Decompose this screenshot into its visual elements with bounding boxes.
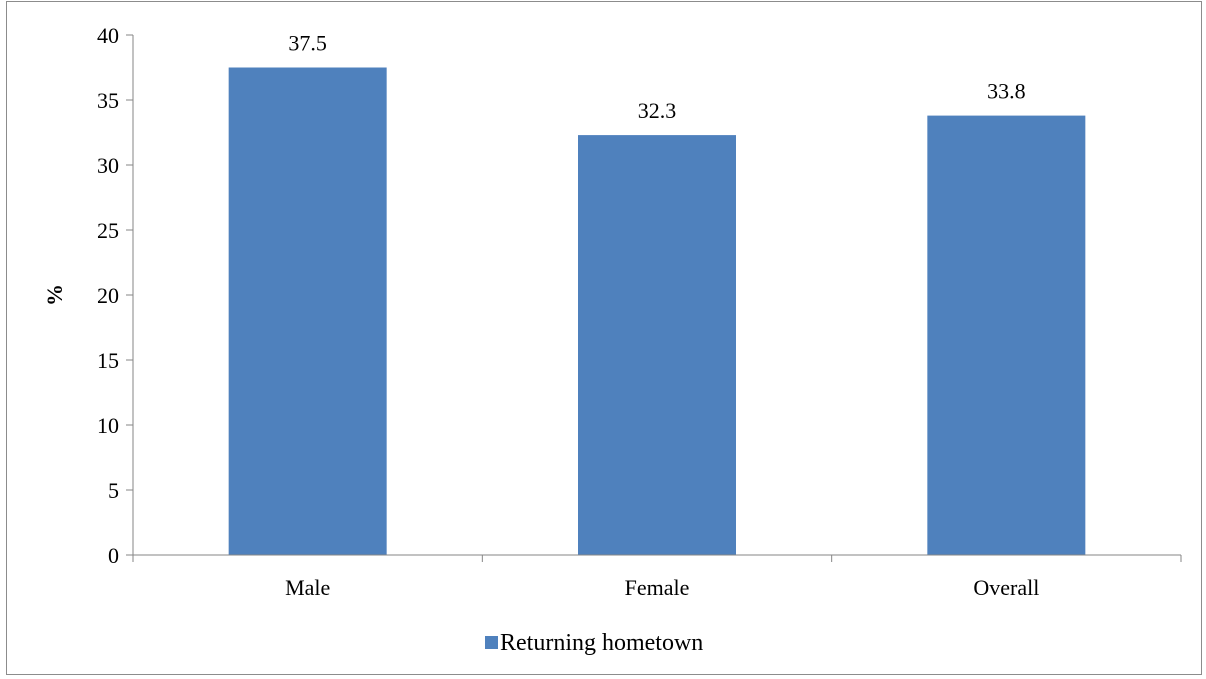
y-tick-label: 35 — [97, 88, 119, 113]
bar-overall — [927, 115, 1086, 555]
y-tick-label: 20 — [97, 283, 119, 308]
data-label: 37.5 — [288, 31, 327, 56]
x-axis-labels: Male Female Overall — [285, 575, 1039, 600]
y-tick-label: 0 — [108, 543, 119, 568]
data-label: 33.8 — [987, 79, 1026, 104]
bars — [228, 67, 1086, 555]
bar-female — [578, 135, 736, 555]
y-axis-ticks: 0 5 10 15 20 25 30 35 40 — [97, 23, 133, 568]
legend-swatch — [485, 636, 498, 649]
data-label: 32.3 — [638, 98, 677, 123]
x-tick-label: Overall — [973, 575, 1039, 600]
y-tick-label: 15 — [97, 348, 119, 373]
y-tick-label: 5 — [108, 478, 119, 503]
y-tick-label: 30 — [97, 153, 119, 178]
x-tick-label: Male — [285, 575, 330, 600]
y-tick-label: 40 — [97, 23, 119, 48]
y-tick-label: 25 — [97, 218, 119, 243]
axes — [132, 35, 1182, 562]
bar-male — [228, 67, 387, 555]
x-tick-label: Female — [625, 575, 690, 600]
y-tick-label: 10 — [97, 413, 119, 438]
y-axis-title: % — [42, 284, 67, 306]
data-labels: 37.5 32.3 33.8 — [288, 31, 1025, 124]
legend: Returning hometown — [485, 630, 703, 656]
legend-label: Returning hometown — [500, 630, 703, 656]
